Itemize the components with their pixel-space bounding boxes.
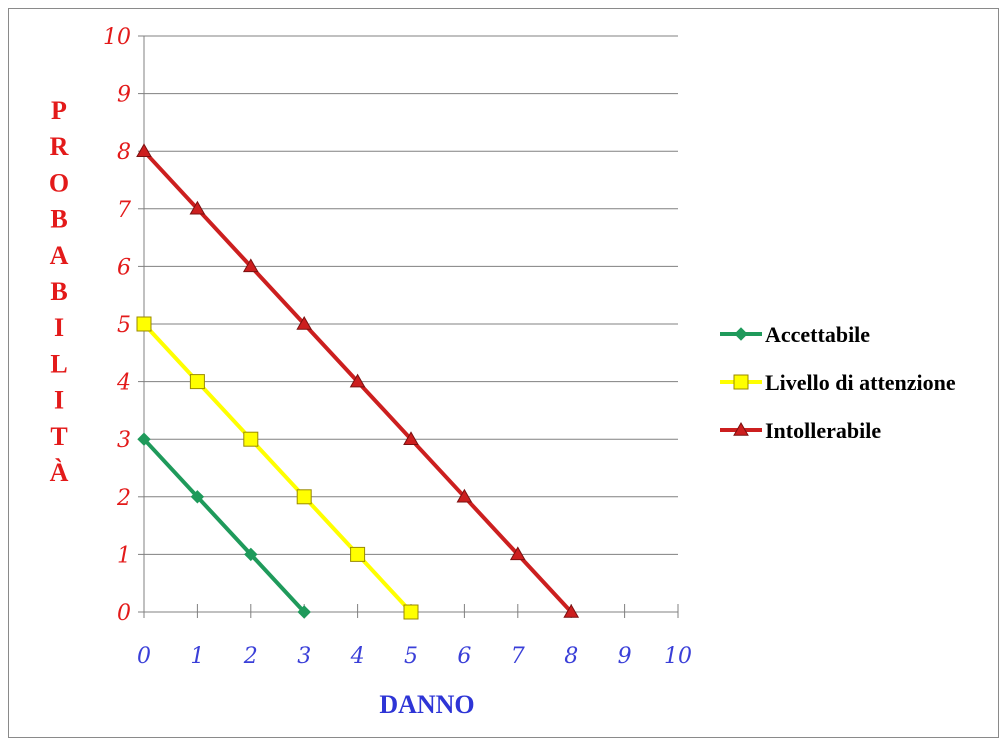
data-point	[456, 488, 473, 503]
y-tick-label: 10	[103, 25, 131, 50]
y-axis-label-letter: B	[50, 205, 67, 234]
x-tick-label: 1	[190, 644, 204, 669]
data-point	[509, 546, 526, 561]
data-point	[190, 490, 205, 504]
y-tick-label: 7	[117, 198, 131, 223]
legend-swatch-marker	[734, 327, 748, 341]
y-tick-label: 1	[117, 543, 131, 568]
x-tick-label: 2	[243, 644, 258, 669]
y-axis-label-letter: I	[54, 313, 64, 342]
y-tick-label: 0	[117, 601, 131, 626]
axes	[138, 35, 679, 618]
data-point	[242, 258, 259, 273]
data-point	[243, 431, 259, 447]
y-tick-label: 5	[117, 313, 131, 338]
grid-lines	[144, 35, 678, 555]
x-axis-label: DANNO	[379, 690, 474, 719]
data-point	[403, 604, 419, 620]
y-axis-label-letter: B	[50, 277, 67, 306]
legend-swatch-marker	[733, 421, 749, 436]
y-axis-label-letter: P	[51, 96, 67, 125]
x-tick-label: 0	[137, 644, 151, 669]
x-tick-label: 3	[297, 644, 311, 669]
data-point	[136, 316, 152, 332]
x-tick-label: 6	[457, 644, 471, 669]
y-axis-label-letter: T	[50, 422, 67, 451]
x-tick-label: 8	[564, 644, 578, 669]
data-point	[137, 432, 151, 446]
series-line-livello-di-attenzione	[142, 322, 413, 614]
legend-label: Accettabile	[765, 322, 870, 347]
data-point	[349, 373, 366, 388]
y-tick-label: 3	[117, 428, 131, 453]
legend-swatch-marker	[733, 374, 749, 390]
legend-label: Livello di attenzione	[765, 370, 956, 395]
series-line-accettabile	[142, 437, 306, 614]
data-point	[189, 374, 205, 390]
y-axis-label-letter: L	[50, 349, 67, 378]
data-point	[350, 546, 366, 562]
x-tick-label: 4	[350, 644, 365, 669]
data-point	[563, 603, 580, 618]
x-tick-label: 7	[511, 644, 525, 669]
y-axis-label-letter: O	[49, 168, 69, 197]
y-tick-label: 8	[117, 140, 131, 165]
y-axis-label-letter: À	[50, 458, 69, 487]
data-point	[136, 143, 152, 157]
data-point	[296, 315, 313, 330]
legend: Accettabile Livello di attenzione Intoller…	[720, 322, 956, 443]
x-tick-label: 9	[618, 644, 632, 669]
y-tick-label: 9	[117, 83, 131, 108]
data-point	[403, 431, 419, 445]
y-axis-label-letter: A	[50, 241, 69, 270]
data-point	[296, 489, 312, 505]
x-tick-label: 10	[664, 644, 692, 669]
x-tick-labels: 0 1 2 3 4 5 6 7 8 9 10	[137, 644, 692, 669]
y-tick-label: 4	[116, 371, 131, 396]
data-point	[297, 605, 311, 619]
x-tick-label: 5	[404, 644, 418, 669]
chart-frame	[8, 8, 999, 738]
data-point	[244, 547, 258, 562]
y-tick-label: 2	[116, 486, 131, 511]
y-axis-label-letter: I	[54, 386, 64, 415]
legend-label: Intollerabile	[765, 418, 881, 443]
data-point	[189, 200, 206, 215]
y-tick-labels: 0 1 2 3 4 5 6 7 8 9 10	[103, 25, 131, 626]
y-axis-label-letter: R	[50, 132, 69, 161]
series-lines	[136, 143, 580, 620]
y-tick-label: 6	[117, 255, 131, 280]
